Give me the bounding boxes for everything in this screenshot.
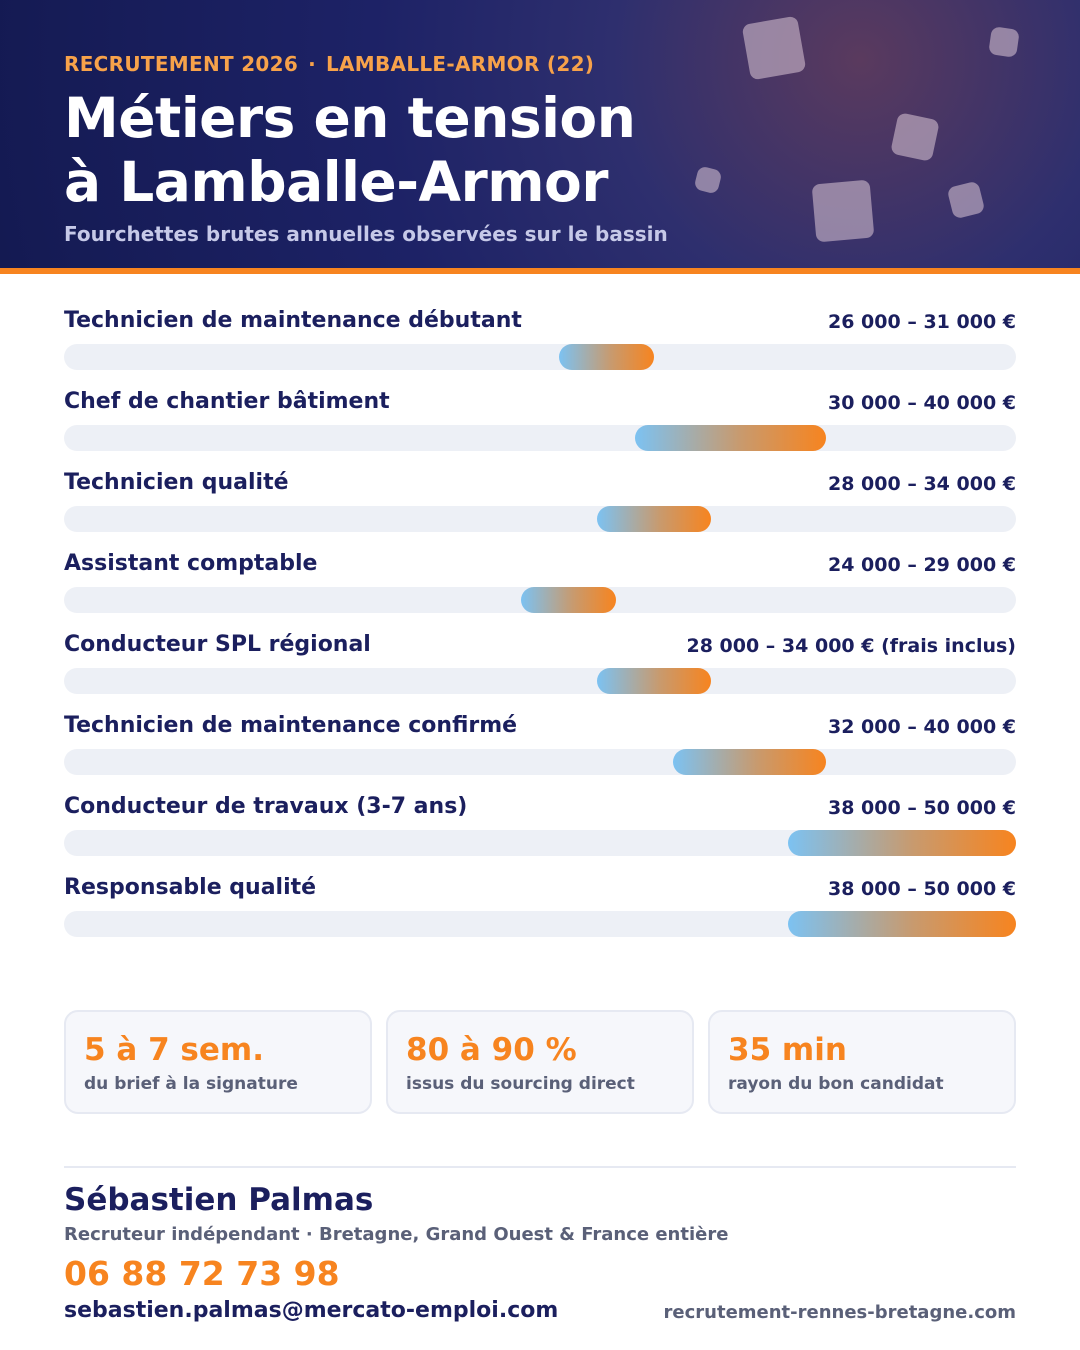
footer-divider [64,1166,1016,1168]
range-track [64,344,1016,370]
salary-range-chart: Technicien de maintenance débutant 26 000… [64,304,1016,952]
range-value-label: 32 000 – 40 000 € [828,716,1016,738]
category-label: Assistant comptable [64,551,318,576]
range-bar [559,344,655,370]
contact-website[interactable]: recrutement-rennes-bretagne.com [663,1302,1016,1323]
range-track [64,911,1016,937]
category-label: Responsable qualité [64,875,317,900]
range-track [64,587,1016,613]
range-value-label: 24 000 – 29 000 € [828,554,1016,576]
chart-row: Technicien qualité 28 000 – 34 000 € [64,466,1016,547]
eyebrow: RECRUTEMENT 2026 · LAMBALLE-ARMOR (22) [64,52,594,76]
contact-role: Recruteur indépendant · Bretagne, Grand … [64,1224,729,1245]
range-bar [787,911,1016,937]
stat-value: 5 à 7 sem. [84,1032,264,1068]
range-value-label: 38 000 – 50 000 € [828,797,1016,819]
range-value-label: 28 000 – 34 000 € (frais inclus) [686,635,1016,657]
range-bar [673,749,826,775]
range-track [64,749,1016,775]
chart-row: Conducteur SPL régional 28 000 – 34 000 €… [64,628,1016,709]
stat-value: 80 à 90 % [406,1032,577,1068]
page-title: Métiers en tension à Lamballe-Armor [64,86,636,214]
decorative-square [946,180,986,220]
chart-row: Responsable qualité 38 000 – 50 000 € [64,871,1016,952]
decorative-square [741,15,807,81]
chart-row: Conducteur de travaux (3-7 ans) 38 000 – … [64,790,1016,871]
page-title-line1: Métiers en tension [64,86,636,150]
eyebrow-year: RECRUTEMENT 2026 [64,52,299,76]
range-track [64,425,1016,451]
category-label: Technicien de maintenance confirmé [64,713,518,738]
eyebrow-location: LAMBALLE-ARMOR (22) [325,52,595,76]
stat-card: 80 à 90 % issus du sourcing direct [386,1010,694,1114]
decorative-square [988,26,1020,58]
category-label: Conducteur SPL régional [64,632,371,657]
chart-row: Technicien de maintenance confirmé 32 000… [64,709,1016,790]
header-accent-bar [0,268,1080,274]
range-track [64,668,1016,694]
stats-row: 5 à 7 sem. du brief à la signature 80 à … [64,1010,1016,1114]
category-label: Chef de chantier bâtiment [64,389,390,414]
decorative-square [811,179,875,243]
header-banner: RECRUTEMENT 2026 · LAMBALLE-ARMOR (22) Mét… [0,0,1080,268]
range-value-label: 26 000 – 31 000 € [828,311,1016,333]
category-label: Technicien qualité [64,470,289,495]
category-label: Technicien de maintenance débutant [64,308,522,333]
range-bar [635,425,826,451]
chart-row: Chef de chantier bâtiment 30 000 – 40 000… [64,385,1016,466]
range-bar [787,830,1016,856]
stat-card: 35 min rayon du bon candidat [708,1010,1016,1114]
stat-label: issus du sourcing direct [406,1074,635,1094]
decorative-square [890,112,940,162]
range-value-label: 38 000 – 50 000 € [828,878,1016,900]
range-value-label: 28 000 – 34 000 € [828,473,1016,495]
range-bar [597,506,712,532]
contact-name: Sébastien Palmas [64,1182,374,1218]
range-track [64,506,1016,532]
page-title-line2: à Lamballe-Armor [64,150,608,214]
chart-row: Assistant comptable 24 000 – 29 000 € [64,547,1016,628]
category-label: Conducteur de travaux (3-7 ans) [64,794,468,819]
range-bar [520,587,617,613]
decorative-square [693,165,723,195]
contact-phone[interactable]: 06 88 72 73 98 [64,1254,340,1293]
range-bar [597,668,712,694]
chart-row: Technicien de maintenance débutant 26 000… [64,304,1016,385]
stat-card: 5 à 7 sem. du brief à la signature [64,1010,372,1114]
stat-label: du brief à la signature [84,1074,298,1094]
stat-label: rayon du bon candidat [728,1074,944,1094]
page-subtitle: Fourchettes brutes annuelles observées s… [64,222,668,246]
stat-value: 35 min [728,1032,847,1068]
eyebrow-separator: · [308,52,316,76]
range-value-label: 30 000 – 40 000 € [828,392,1016,414]
contact-email[interactable]: sebastien.palmas@mercato-emploi.com [64,1298,559,1323]
range-track [64,830,1016,856]
